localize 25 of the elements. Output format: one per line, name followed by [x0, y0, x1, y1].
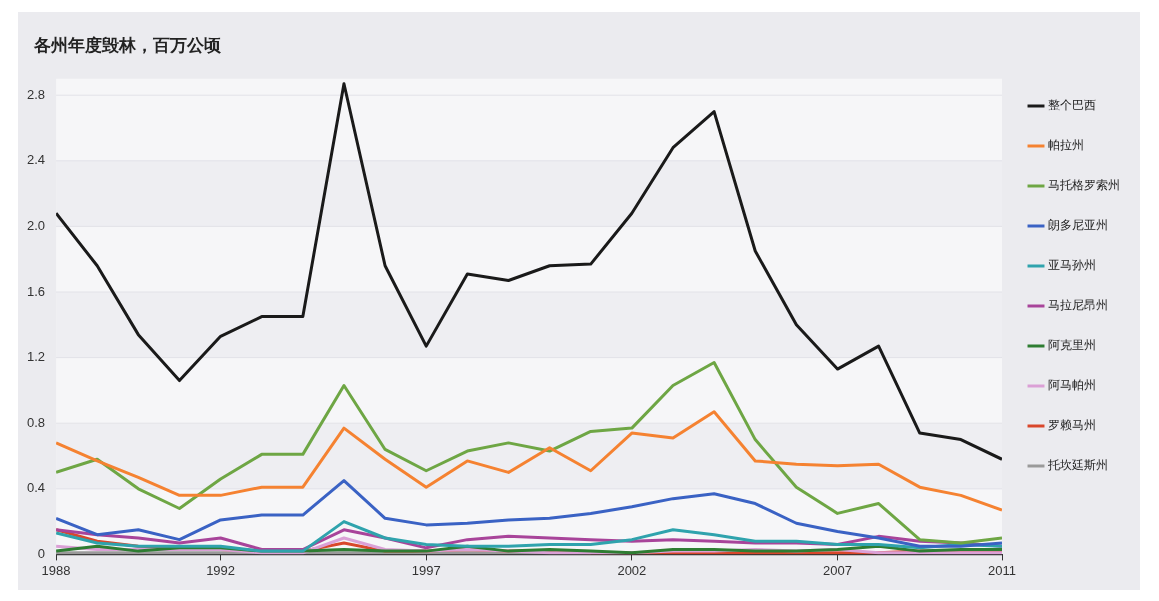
legend-label: 马托格罗索州	[1048, 178, 1120, 193]
y-tick-label: 2.8	[26, 86, 46, 102]
x-tick-label: 1992	[206, 562, 236, 578]
x-tick-label: 2007	[823, 562, 852, 578]
legend-label: 亚马孙州	[1048, 258, 1096, 273]
legend-label: 马拉尼昂州	[1048, 298, 1108, 313]
legend-label: 阿马帕州	[1048, 378, 1096, 393]
chart-title: 各州年度毁林，百万公顷	[34, 34, 221, 57]
x-tick-label: 2002	[617, 562, 647, 578]
legend-label: 罗赖马州	[1048, 418, 1096, 433]
legend-label: 帕拉州	[1048, 138, 1084, 153]
y-tick-label: 0.8	[26, 414, 46, 430]
y-tick-label: 2.0	[26, 217, 46, 233]
legend-label: 阿克里州	[1048, 338, 1096, 353]
y-tick-label: 0	[37, 545, 46, 561]
legend-label: 整个巴西	[1048, 98, 1096, 113]
x-tick-label: 1997	[411, 562, 441, 578]
legend-label: 朗多尼亚州	[1048, 218, 1108, 233]
x-tick-label: 2011	[988, 562, 1016, 578]
y-tick-label: 0.4	[26, 480, 46, 496]
y-tick-label: 2.4	[26, 152, 46, 168]
legend-label: 托坎廷斯州	[1047, 458, 1108, 473]
y-tick-label: 1.2	[26, 349, 46, 365]
x-tick-label: 1988	[41, 562, 71, 578]
y-tick-label: 1.6	[26, 283, 46, 299]
